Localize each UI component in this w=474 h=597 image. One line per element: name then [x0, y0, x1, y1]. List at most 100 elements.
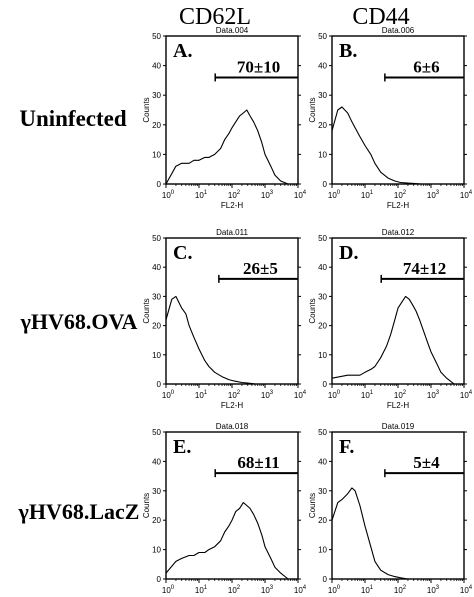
x-tick-label-e: 100 [162, 585, 175, 595]
x-tick-label-a: 103 [261, 190, 274, 200]
gate-percent-c: 26±5 [243, 259, 278, 278]
y-tick-label-a: 50 [152, 32, 161, 41]
column-header-cd62l: CD62L [179, 4, 251, 30]
x-tick-label-e: 103 [261, 585, 274, 595]
panel-letter-b: B. [339, 40, 357, 62]
x-tick-label-d: 102 [394, 390, 407, 400]
file-label-f: Data.019 [382, 422, 415, 431]
panel-letter-f: F. [339, 436, 354, 458]
y-tick-label-d: 10 [318, 351, 327, 360]
x-axis-label-a: FL2-H [221, 201, 243, 210]
x-tick-label-f: 101 [361, 585, 374, 595]
x-tick-label-a: 100 [162, 190, 175, 200]
y-tick-label-e: 10 [152, 546, 161, 555]
x-tick-label-a: 101 [195, 190, 208, 200]
y-tick-label-f: 10 [318, 546, 327, 555]
x-tick-label-c: 104 [294, 390, 307, 400]
panel-letter-a: A. [173, 40, 192, 62]
gate-percent-a: 70±10 [237, 57, 280, 76]
histogram-panel-a: Data.004 0 10 20 30 40 50 Counts 100 101 102 103 104… [142, 26, 307, 210]
x-tick-label-a: 104 [294, 190, 307, 200]
y-tick-label-e: 30 [152, 487, 161, 496]
panel-letter-d: D. [339, 242, 358, 264]
x-tick-label-c: 100 [162, 390, 175, 400]
y-axis-label-a: Counts [142, 97, 151, 122]
file-label-e: Data.018 [216, 422, 249, 431]
x-tick-label-d: 103 [427, 390, 440, 400]
file-label-c: Data.011 [216, 228, 248, 237]
y-tick-label-e: 20 [152, 516, 161, 525]
y-axis-label-d: Counts [308, 298, 317, 323]
histogram-panel-b: Data.006 0 10 20 30 40 50 Counts 100 101 102 103 104… [308, 26, 473, 210]
row-label-uninfected: Uninfected [19, 106, 127, 131]
x-tick-label-d: 100 [328, 390, 341, 400]
y-tick-label-f: 50 [318, 428, 327, 437]
y-tick-label-a: 0 [157, 180, 162, 189]
histogram-panel-d: Data.012 0 10 20 30 40 50 Counts 100 101 102 103 104… [308, 228, 473, 410]
histogram-panel-e: Data.018 0 10 20 30 40 50 Counts 100 101 102 103 104… [142, 422, 307, 597]
x-tick-label-b: 103 [427, 190, 440, 200]
panel-letter-e: E. [173, 436, 191, 458]
y-tick-label-b: 50 [318, 32, 327, 41]
histogram-trace-a [165, 109, 298, 185]
y-tick-label-c: 50 [152, 234, 161, 243]
histogram-trace-c [165, 295, 298, 385]
gate-percent-e: 68±11 [237, 453, 279, 472]
x-tick-label-c: 101 [195, 390, 208, 400]
y-tick-label-a: 30 [152, 91, 161, 100]
y-tick-label-d: 20 [318, 322, 327, 331]
y-tick-label-b: 30 [318, 91, 327, 100]
y-tick-label-b: 10 [318, 150, 327, 159]
x-tick-label-e: 101 [195, 585, 208, 595]
x-axis-label-d: FL2-H [387, 401, 409, 410]
x-tick-label-d: 104 [460, 390, 473, 400]
y-axis-label-b: Counts [308, 97, 317, 122]
histogram-panel-f: Data.019 0 10 20 30 40 50 Counts 100 101 102 103 104… [308, 422, 473, 597]
y-tick-label-d: 40 [318, 263, 327, 272]
histogram-panel-c: Data.011 0 10 20 30 40 50 Counts 100 101 102 103 104… [142, 228, 307, 410]
x-tick-label-b: 102 [394, 190, 407, 200]
row-label-ghv68-ova: γHV68.OVA [20, 309, 138, 334]
y-tick-label-d: 50 [318, 234, 327, 243]
y-tick-label-c: 10 [152, 351, 161, 360]
x-tick-label-d: 101 [361, 390, 374, 400]
y-tick-label-f: 20 [318, 516, 327, 525]
histogram-trace-d [331, 295, 464, 385]
file-label-b: Data.006 [382, 26, 415, 35]
y-axis-label-f: Counts [308, 493, 317, 518]
y-tick-label-c: 30 [152, 292, 161, 301]
x-tick-label-b: 100 [328, 190, 341, 200]
y-axis-label-c: Counts [142, 298, 151, 323]
x-tick-label-e: 102 [228, 585, 241, 595]
row-label-ghv68-lacz: γHV68.LacZ [18, 499, 140, 524]
y-axis-label-e: Counts [142, 493, 151, 518]
file-label-d: Data.012 [382, 228, 415, 237]
x-tick-label-c: 103 [261, 390, 274, 400]
histogram-trace-e [165, 502, 298, 580]
y-tick-label-b: 20 [318, 121, 327, 130]
y-tick-label-e: 50 [152, 428, 161, 437]
x-tick-label-f: 103 [427, 585, 440, 595]
y-tick-label-f: 0 [323, 575, 328, 584]
y-tick-label-d: 0 [323, 380, 328, 389]
x-tick-label-c: 102 [228, 390, 241, 400]
y-tick-label-b: 40 [318, 62, 327, 71]
x-tick-label-f: 100 [328, 585, 341, 595]
x-tick-label-f: 102 [394, 585, 407, 595]
x-tick-label-b: 101 [361, 190, 374, 200]
y-tick-label-e: 0 [157, 575, 162, 584]
panel-letter-c: C. [173, 242, 192, 264]
x-tick-label-a: 102 [228, 190, 241, 200]
gate-percent-b: 6±6 [413, 57, 439, 76]
y-tick-label-e: 40 [152, 457, 161, 466]
y-tick-label-f: 30 [318, 487, 327, 496]
y-tick-label-f: 40 [318, 457, 327, 466]
y-tick-label-c: 20 [152, 322, 161, 331]
histogram-trace-f [331, 487, 464, 580]
x-axis-label-c: FL2-H [221, 401, 243, 410]
column-header-cd44: CD44 [352, 4, 409, 30]
y-tick-label-c: 0 [157, 380, 162, 389]
histogram-trace-b [331, 106, 464, 185]
x-axis-label-b: FL2-H [387, 201, 409, 210]
